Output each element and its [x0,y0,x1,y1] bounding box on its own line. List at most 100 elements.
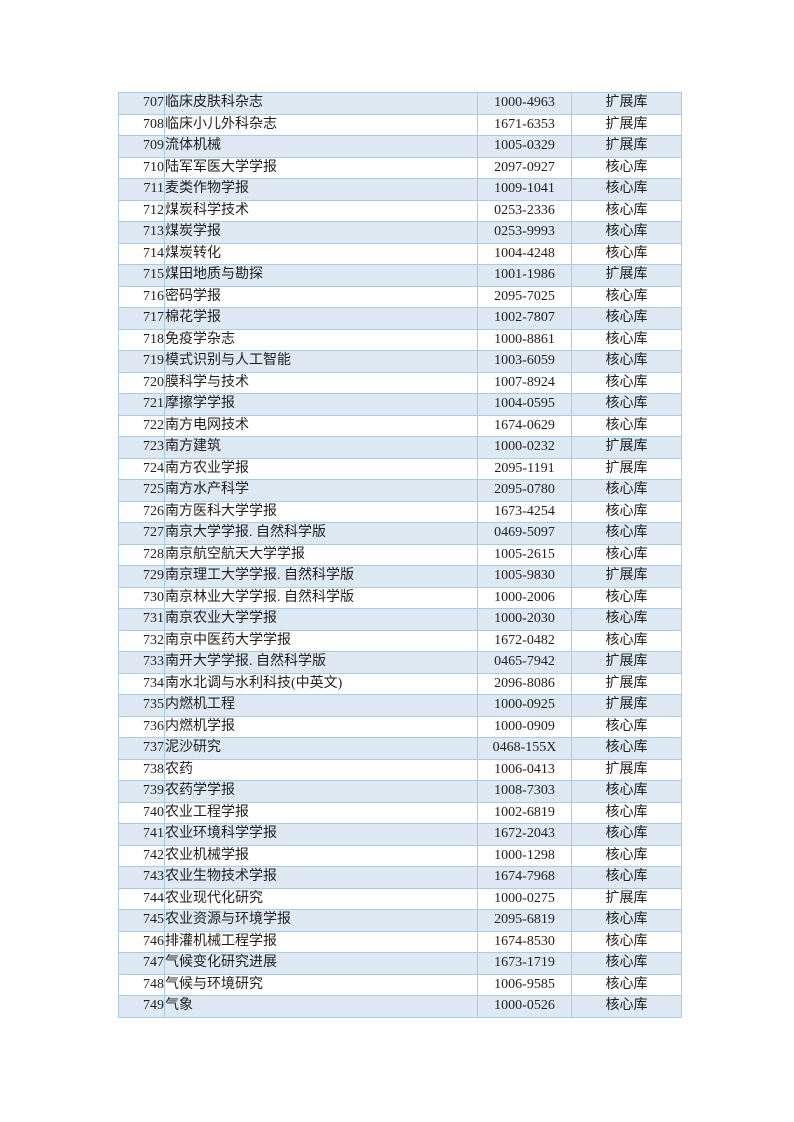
cell-title: 南方电网技术 [164,414,478,437]
cell-title: 南水北调与水利科技(中英文) [164,672,478,695]
cell-title: 临床皮肤科杂志 [164,92,478,115]
cell-tier: 核心库 [571,909,682,932]
cell-title: 农药学学报 [164,780,478,803]
cell-no: 711 [118,178,165,201]
cell-issn: 1004-4248 [477,242,572,265]
cell-issn: 1000-0526 [477,995,572,1018]
cell-no: 719 [118,350,165,373]
cell-no: 737 [118,737,165,760]
cell-title: 煤炭转化 [164,242,478,265]
cell-no: 729 [118,565,165,588]
cell-issn: 1006-0413 [477,758,572,781]
cell-tier: 核心库 [571,221,682,244]
table-row: 726 南方医科大学学报 1673-4254 核心库 [118,500,682,523]
cell-title: 气候与环境研究 [164,973,478,996]
cell-issn: 1000-2030 [477,608,572,631]
table-row: 743 农业生物技术学报 1674-7968 核心库 [118,866,682,889]
cell-issn: 1000-0275 [477,887,572,910]
cell-issn: 2095-1191 [477,457,572,480]
cell-tier: 核心库 [571,973,682,996]
table-row: 718 免疫学杂志 1000-8861 核心库 [118,328,682,351]
cell-tier: 扩展库 [571,135,682,158]
cell-no: 716 [118,285,165,308]
cell-title: 模式识别与人工智能 [164,350,478,373]
cell-no: 740 [118,801,165,824]
cell-title: 农业环境科学学报 [164,823,478,846]
cell-no: 749 [118,995,165,1018]
cell-issn: 1673-1719 [477,952,572,975]
table-row: 736 内燃机学报 1000-0909 核心库 [118,715,682,738]
cell-no: 707 [118,92,165,115]
cell-tier: 扩展库 [571,651,682,674]
table-row: 741 农业环境科学学报 1672-2043 核心库 [118,823,682,846]
table-row: 746 排灌机械工程学报 1674-8530 核心库 [118,930,682,953]
cell-tier: 核心库 [571,737,682,760]
cell-no: 738 [118,758,165,781]
cell-title: 农业工程学报 [164,801,478,824]
cell-tier: 扩展库 [571,264,682,287]
table-row: 727 南京大学学报. 自然科学版 0469-5097 核心库 [118,522,682,545]
cell-issn: 1004-0595 [477,393,572,416]
table-row: 734 南水北调与水利科技(中英文) 2096-8086 扩展库 [118,672,682,695]
cell-no: 727 [118,522,165,545]
table-row: 735 内燃机工程 1000-0925 扩展库 [118,694,682,717]
cell-tier: 核心库 [571,995,682,1018]
table-row: 723 南方建筑 1000-0232 扩展库 [118,436,682,459]
cell-no: 725 [118,479,165,502]
table-row: 719 模式识别与人工智能 1003-6059 核心库 [118,350,682,373]
table-row: 714 煤炭转化 1004-4248 核心库 [118,242,682,265]
cell-no: 746 [118,930,165,953]
cell-issn: 1002-7807 [477,307,572,330]
table-row: 724 南方农业学报 2095-1191 扩展库 [118,457,682,480]
table-row: 721 摩擦学学报 1004-0595 核心库 [118,393,682,416]
cell-no: 728 [118,543,165,566]
cell-tier: 扩展库 [571,694,682,717]
cell-title: 内燃机学报 [164,715,478,738]
cell-tier: 核心库 [571,414,682,437]
cell-tier: 扩展库 [571,672,682,695]
cell-tier: 扩展库 [571,436,682,459]
cell-title: 南京航空航天大学学报 [164,543,478,566]
cell-tier: 核心库 [571,178,682,201]
cell-no: 718 [118,328,165,351]
journal-table-body: 707 临床皮肤科杂志 1000-4963 扩展库 708 临床小儿外科杂志 1671-63… [118,92,682,1018]
cell-tier: 核心库 [571,608,682,631]
cell-tier: 核心库 [571,500,682,523]
cell-tier: 核心库 [571,866,682,889]
cell-no: 736 [118,715,165,738]
cell-no: 743 [118,866,165,889]
cell-issn: 1672-0482 [477,629,572,652]
cell-title: 膜科学与技术 [164,371,478,394]
table-row: 738 农药 1006-0413 扩展库 [118,758,682,781]
cell-issn: 2095-0780 [477,479,572,502]
cell-title: 麦类作物学报 [164,178,478,201]
cell-title: 临床小儿外科杂志 [164,113,478,136]
cell-no: 723 [118,436,165,459]
table-row: 739 农药学学报 1008-7303 核心库 [118,780,682,803]
table-row: 710 陆军军医大学学报 2097-0927 核心库 [118,156,682,179]
cell-title: 气候变化研究进展 [164,952,478,975]
cell-no: 721 [118,393,165,416]
table-row: 747 气候变化研究进展 1673-1719 核心库 [118,952,682,975]
cell-tier: 扩展库 [571,457,682,480]
cell-no: 742 [118,844,165,867]
cell-issn: 1007-8924 [477,371,572,394]
cell-issn: 1006-9585 [477,973,572,996]
cell-issn: 0253-9993 [477,221,572,244]
cell-issn: 1002-6819 [477,801,572,824]
cell-title: 煤炭学报 [164,221,478,244]
cell-title: 农药 [164,758,478,781]
cell-title: 内燃机工程 [164,694,478,717]
table-row: 707 临床皮肤科杂志 1000-4963 扩展库 [118,92,682,115]
cell-tier: 核心库 [571,952,682,975]
table-row: 732 南京中医药大学学报 1672-0482 核心库 [118,629,682,652]
cell-title: 气象 [164,995,478,1018]
journal-table: 707 临床皮肤科杂志 1000-4963 扩展库 708 临床小儿外科杂志 1671-63… [118,92,682,1018]
cell-no: 722 [118,414,165,437]
table-row: 722 南方电网技术 1674-0629 核心库 [118,414,682,437]
cell-title: 南开大学学报. 自然科学版 [164,651,478,674]
cell-no: 720 [118,371,165,394]
table-row: 709 流体机械 1005-0329 扩展库 [118,135,682,158]
table-row: 717 棉花学报 1002-7807 核心库 [118,307,682,330]
table-row: 729 南京理工大学学报. 自然科学版 1005-9830 扩展库 [118,565,682,588]
